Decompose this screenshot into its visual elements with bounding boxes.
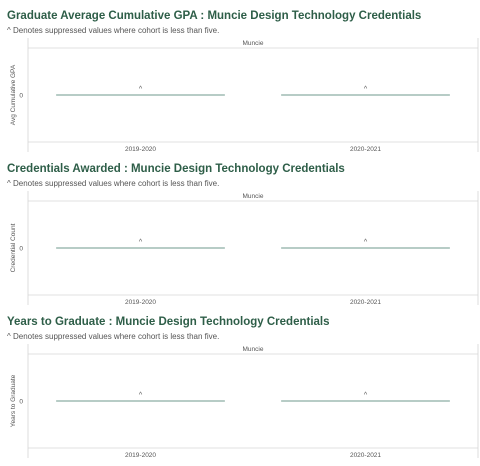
years-chart: Muncie Years to Graduate 0 ^ 2019-2020 ^ 2020-… <box>10 344 479 459</box>
x-tick-label: 2019-2020 <box>125 452 156 459</box>
y-tick-label: 0 <box>19 399 23 406</box>
y-tick-label: 0 <box>19 93 23 100</box>
x-tick-label: 2020-2021 <box>350 299 381 306</box>
data-label: ^ <box>139 86 143 93</box>
credentials-chart: Muncie Credential Count 0 ^ 2019-2020 ^ 2020-2… <box>10 191 479 306</box>
y-tick-label: 0 <box>19 246 23 253</box>
facet-label: Muncie <box>243 40 264 47</box>
x-tick-label: 2020-2021 <box>350 452 381 459</box>
gpa-note: ^ Denotes suppressed values where cohort… <box>7 26 220 35</box>
y-axis-label: Credential Count <box>10 223 17 272</box>
gpa-chart: Muncie Avg Cumulative GPA 0 ^ 2019-2020 ^ 2020… <box>10 38 479 153</box>
credentials-note: ^ Denotes suppressed values where cohort… <box>7 179 220 188</box>
x-tick-label: 2019-2020 <box>125 146 156 153</box>
facet-label: Muncie <box>243 346 264 353</box>
gpa-title: Graduate Average Cumulative GPA : Muncie… <box>7 10 422 22</box>
data-label: ^ <box>364 239 368 246</box>
x-tick-label: 2020-2021 <box>350 146 381 153</box>
facet-label: Muncie <box>243 193 264 200</box>
years-note: ^ Denotes suppressed values where cohort… <box>7 332 220 341</box>
y-axis-label: Avg Cumulative GPA <box>10 64 17 125</box>
x-tick-label: 2019-2020 <box>125 299 156 306</box>
data-label: ^ <box>139 392 143 399</box>
data-label: ^ <box>139 239 143 246</box>
data-label: ^ <box>364 86 368 93</box>
credentials-title: Credentials Awarded : Muncie Design Tech… <box>7 163 345 175</box>
y-axis-label: Years to Graduate <box>10 374 17 427</box>
years-title: Years to Graduate : Muncie Design Techno… <box>7 316 330 328</box>
data-label: ^ <box>364 392 368 399</box>
